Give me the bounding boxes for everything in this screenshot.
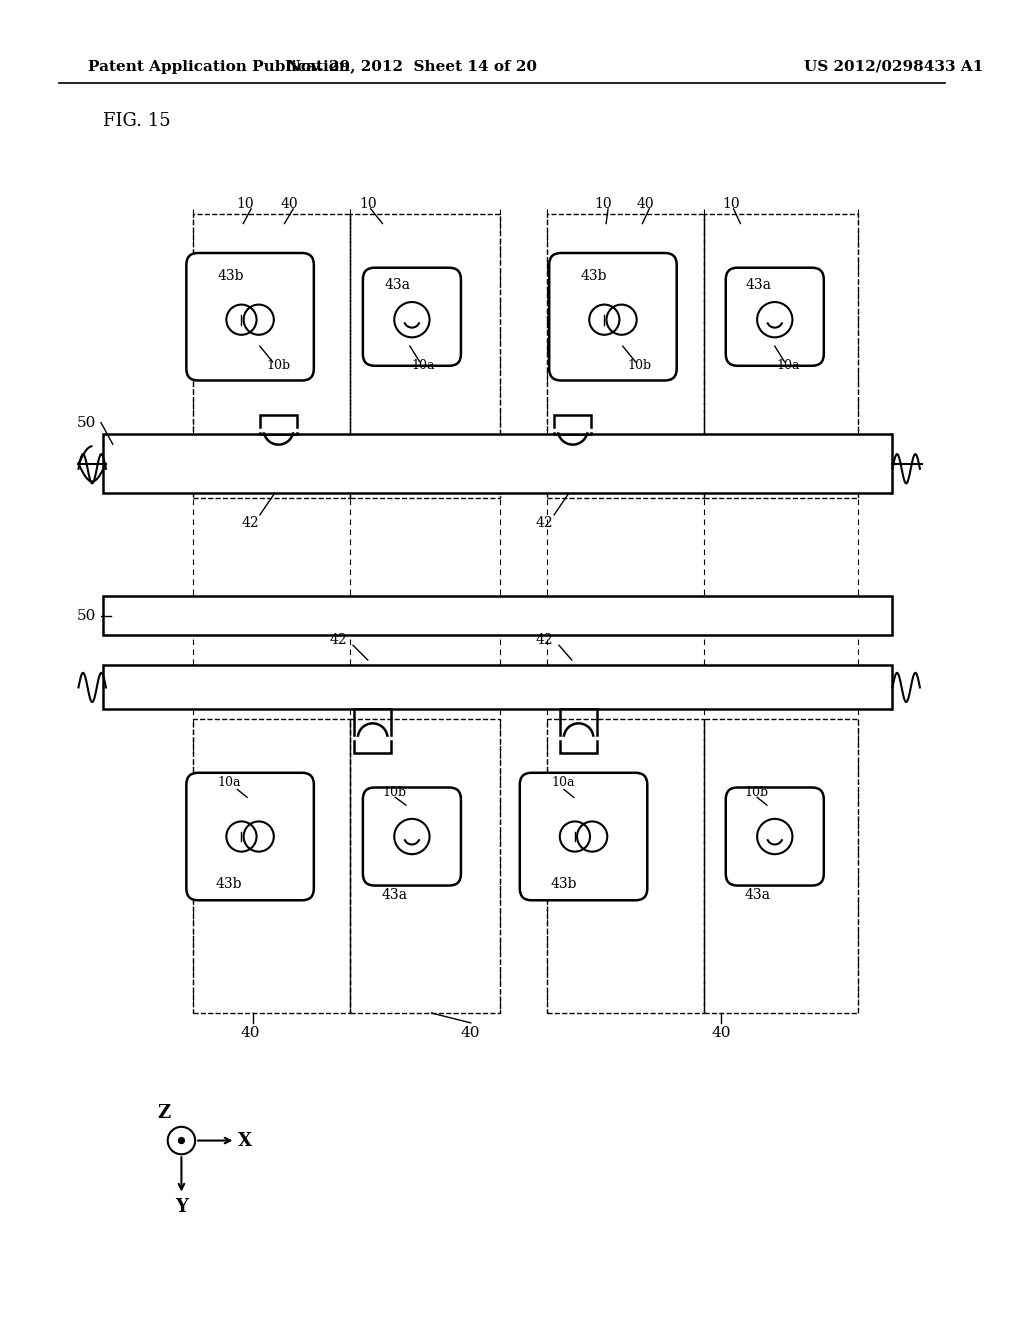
FancyBboxPatch shape	[549, 253, 677, 380]
Text: 40: 40	[461, 1026, 480, 1040]
Text: 42: 42	[242, 516, 259, 529]
Bar	[350, 214, 500, 498]
FancyBboxPatch shape	[362, 268, 461, 366]
Text: 10: 10	[594, 197, 612, 211]
Text: 10b: 10b	[267, 359, 291, 372]
FancyBboxPatch shape	[726, 268, 824, 366]
Bar	[354, 709, 391, 754]
Text: 40: 40	[711, 1026, 730, 1040]
Text: 10a: 10a	[218, 776, 242, 789]
Text: 10b: 10b	[383, 785, 407, 799]
Text: 43a: 43a	[745, 279, 771, 292]
Text: 43b: 43b	[218, 268, 244, 282]
Bar	[103, 597, 893, 635]
Bar	[194, 719, 350, 1012]
Text: 42: 42	[536, 634, 553, 647]
Text: 43b: 43b	[581, 268, 607, 282]
Text: 10a: 10a	[551, 776, 574, 789]
Text: 10b: 10b	[744, 785, 768, 799]
Text: 10: 10	[359, 197, 377, 211]
FancyBboxPatch shape	[520, 772, 647, 900]
Bar	[547, 719, 705, 1012]
FancyBboxPatch shape	[362, 788, 461, 886]
Text: 10b: 10b	[628, 359, 652, 372]
Text: 43a: 43a	[384, 279, 411, 292]
Text: 40: 40	[281, 197, 298, 211]
Bar	[260, 414, 297, 434]
Text: 10a: 10a	[777, 359, 800, 372]
Bar	[547, 214, 705, 498]
Bar	[554, 414, 592, 434]
Text: 50: 50	[77, 416, 96, 430]
Text: Z: Z	[158, 1104, 170, 1122]
Text: 43a: 43a	[382, 888, 408, 903]
Text: 40: 40	[241, 1026, 260, 1040]
Bar	[705, 214, 858, 498]
Bar	[350, 719, 500, 1012]
Text: 42: 42	[536, 516, 553, 529]
Circle shape	[178, 1138, 184, 1143]
Bar	[705, 719, 858, 1012]
Bar	[103, 665, 893, 709]
FancyBboxPatch shape	[186, 253, 313, 380]
Bar	[103, 434, 893, 494]
Text: 42: 42	[330, 634, 347, 647]
Text: X: X	[239, 1131, 252, 1150]
Text: FIG. 15: FIG. 15	[103, 112, 171, 129]
Text: 50: 50	[77, 609, 96, 623]
Text: 43a: 43a	[744, 888, 770, 903]
Text: 10: 10	[237, 197, 254, 211]
Text: 10: 10	[722, 197, 739, 211]
Bar	[560, 709, 597, 754]
Text: US 2012/0298433 A1: US 2012/0298433 A1	[804, 59, 984, 74]
Text: 40: 40	[637, 197, 654, 211]
Text: 43b: 43b	[550, 876, 577, 891]
FancyBboxPatch shape	[186, 772, 313, 900]
Text: Y: Y	[175, 1199, 187, 1216]
Text: 43b: 43b	[216, 876, 243, 891]
Text: Patent Application Publication: Patent Application Publication	[88, 59, 350, 74]
Text: 10a: 10a	[412, 359, 435, 372]
Text: Nov. 29, 2012  Sheet 14 of 20: Nov. 29, 2012 Sheet 14 of 20	[287, 59, 537, 74]
Bar	[194, 214, 350, 498]
FancyBboxPatch shape	[726, 788, 824, 886]
